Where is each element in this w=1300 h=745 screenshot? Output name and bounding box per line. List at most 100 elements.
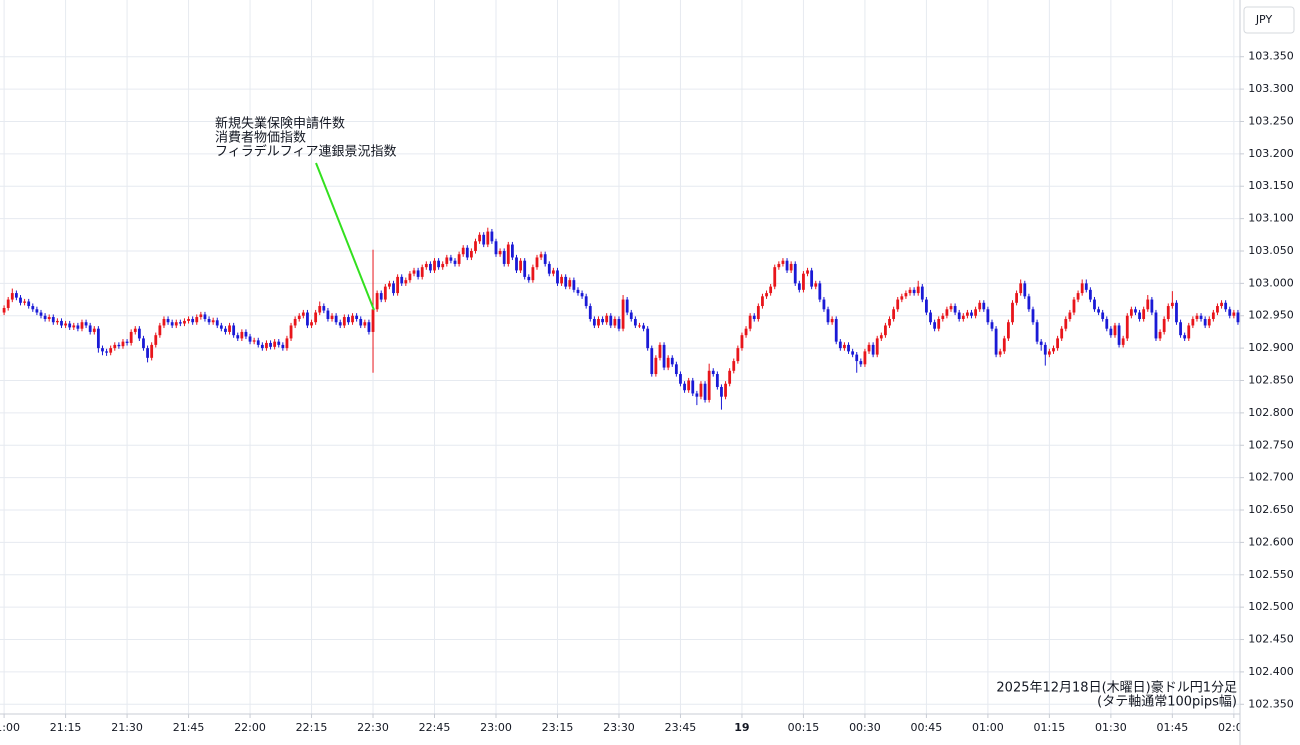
- x-tick-label: 23:45: [665, 721, 697, 734]
- candle-body: [1232, 312, 1236, 316]
- candle-body: [232, 325, 236, 336]
- candle-body: [502, 250, 506, 264]
- candle-body: [498, 250, 502, 255]
- candle-body: [674, 364, 678, 375]
- candle-body: [47, 317, 51, 319]
- candle-body: [683, 383, 686, 391]
- candle-body: [408, 273, 412, 281]
- candle-body: [597, 318, 600, 326]
- x-tick-label: 00:45: [911, 721, 943, 734]
- candle-body: [273, 341, 277, 347]
- candle-body: [1195, 315, 1199, 319]
- candle-body: [687, 380, 691, 391]
- annotation-line: 消費者物価指数: [215, 131, 306, 146]
- candle-body: [953, 306, 957, 313]
- candle-body: [244, 331, 248, 337]
- candle-body: [482, 234, 486, 245]
- x-tick-label: 19: [734, 721, 749, 734]
- candle-body: [2, 307, 6, 313]
- candle-body: [392, 283, 395, 294]
- candle-body: [851, 351, 855, 355]
- candle-body: [92, 328, 96, 332]
- candle-body: [822, 299, 826, 310]
- candle-body: [1121, 338, 1125, 345]
- candle-body: [941, 315, 945, 319]
- candle-body: [19, 297, 22, 303]
- candle-body: [1019, 283, 1023, 294]
- annotation-pointer: [315, 162, 375, 311]
- candle-body: [347, 317, 350, 323]
- candle-body: [88, 325, 92, 332]
- candle-body: [994, 328, 998, 355]
- candle-body: [695, 393, 699, 397]
- candle-body: [588, 306, 592, 319]
- y-tick-label: 102.350: [1248, 697, 1294, 710]
- candle-body: [900, 296, 904, 300]
- candle-body: [847, 344, 850, 352]
- candle-body: [806, 270, 809, 274]
- candle-body: [1006, 322, 1010, 339]
- x-tick-label: 01:00: [972, 721, 1004, 734]
- candle-body: [654, 357, 658, 375]
- candle-body: [228, 325, 231, 332]
- candle-body: [318, 306, 322, 313]
- candle-body: [543, 254, 547, 264]
- y-tick-label: 102.950: [1248, 309, 1294, 322]
- candle-body: [662, 344, 666, 368]
- y-tick-label: 102.750: [1248, 438, 1294, 451]
- candle-body: [896, 299, 900, 310]
- candle-body: [982, 302, 986, 310]
- annotation-line: 新規失業保険申請件数: [215, 116, 345, 132]
- candle-body: [834, 318, 838, 342]
- candle-body: [945, 309, 949, 316]
- candle-body: [412, 270, 416, 274]
- candle-body: [359, 318, 363, 326]
- y-tick-label: 102.550: [1248, 568, 1294, 581]
- candle-body: [285, 338, 289, 349]
- candle-body: [888, 318, 891, 326]
- candle-body: [556, 270, 559, 284]
- x-tick-label: 01:30: [1095, 721, 1127, 734]
- candle-body: [1097, 309, 1100, 313]
- candle-body: [404, 280, 408, 284]
- candle-body: [1245, 325, 1248, 328]
- candle-body: [658, 344, 662, 358]
- candle-body: [560, 276, 563, 284]
- candle-body: [765, 293, 768, 297]
- candle-body: [1150, 299, 1154, 313]
- y-tick-label: 102.900: [1248, 341, 1294, 354]
- candle-body: [986, 309, 990, 323]
- candle-body: [884, 325, 887, 336]
- candle-body: [351, 315, 354, 323]
- candle-body: [1166, 306, 1170, 319]
- candles: [2, 227, 1248, 410]
- candle-body: [494, 241, 498, 255]
- candle-body: [584, 296, 588, 307]
- candle-body: [740, 335, 744, 349]
- footnote: (タテ軸通常100pips幅): [1097, 695, 1237, 710]
- candle-body: [1105, 318, 1109, 329]
- candle-body: [793, 263, 797, 284]
- candle-body: [871, 344, 875, 355]
- candle-body: [633, 318, 637, 326]
- candle-body: [1002, 338, 1006, 352]
- candle-body: [158, 325, 162, 336]
- grid: [0, 0, 1240, 714]
- candle-body: [830, 318, 834, 323]
- x-tick-label: 22:45: [419, 721, 451, 734]
- candle-body: [810, 270, 814, 287]
- candle-body: [101, 348, 104, 352]
- candle-body: [183, 320, 186, 324]
- candle-body: [691, 380, 695, 394]
- candle-body: [449, 257, 453, 261]
- candle-body: [133, 328, 137, 332]
- candle-body: [269, 342, 272, 347]
- candle-body: [650, 348, 654, 375]
- candle-body: [281, 344, 285, 349]
- candle-body: [1224, 302, 1228, 310]
- candle-body: [80, 322, 84, 329]
- candle-body: [240, 331, 244, 339]
- candle-body: [929, 312, 932, 323]
- candle-body: [728, 370, 732, 384]
